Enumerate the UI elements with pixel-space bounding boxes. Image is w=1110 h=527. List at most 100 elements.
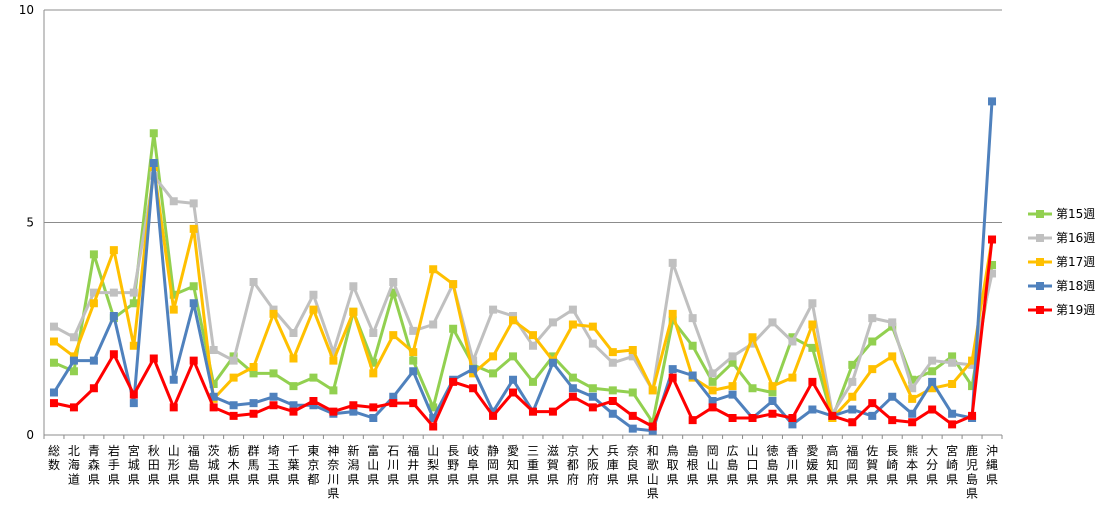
series-0-point-25 bbox=[548, 352, 557, 361]
series-0-point-23 bbox=[509, 352, 518, 361]
series-1-point-26 bbox=[568, 305, 577, 314]
series-0-point-14 bbox=[329, 386, 338, 395]
legend-label-2: 第17週 bbox=[1056, 255, 1095, 269]
x-tick-label-28: 兵庫県 bbox=[607, 444, 619, 486]
series-0-point-24 bbox=[528, 377, 537, 386]
x-tick-label-35: 山口県 bbox=[747, 444, 759, 486]
series-0-point-27 bbox=[588, 384, 597, 393]
series-4-point-11 bbox=[269, 401, 278, 410]
series-1-point-43 bbox=[908, 384, 917, 393]
series-1-point-7 bbox=[189, 199, 198, 208]
series-0-point-7 bbox=[189, 282, 198, 291]
series-0-point-38 bbox=[808, 343, 817, 352]
series-1-point-32 bbox=[688, 314, 697, 323]
series-4-point-2 bbox=[89, 384, 98, 393]
x-tick-label-10: 群馬県 bbox=[248, 444, 260, 486]
series-2-point-42 bbox=[888, 352, 897, 361]
legend-marker-1 bbox=[1036, 234, 1044, 242]
series-3-point-22 bbox=[489, 407, 498, 416]
y-tick-label-1: 5 bbox=[26, 216, 34, 230]
series-4-point-17 bbox=[389, 399, 398, 408]
series-2-point-9 bbox=[229, 373, 238, 382]
x-tick-label-45: 宮崎県 bbox=[946, 443, 958, 486]
series-4-point-39 bbox=[828, 411, 837, 420]
x-tick-label-38: 愛媛県 bbox=[806, 444, 818, 486]
series-0-point-8 bbox=[209, 380, 218, 388]
series-4-point-27 bbox=[588, 403, 597, 412]
x-tick-label-37: 香川県 bbox=[786, 444, 798, 486]
series-0-point-36 bbox=[768, 388, 777, 397]
series-3-point-4 bbox=[129, 399, 138, 408]
series-2-point-26 bbox=[568, 320, 577, 329]
series-2-point-30 bbox=[648, 386, 657, 395]
series-0-point-33 bbox=[708, 377, 717, 386]
series-1-point-21 bbox=[469, 356, 478, 365]
series-0-point-29 bbox=[628, 388, 637, 397]
series-4-point-31 bbox=[668, 373, 677, 382]
x-tick-label-5: 秋田県 bbox=[148, 444, 160, 486]
y-tick-label-2: 10 bbox=[19, 3, 34, 17]
series-3-point-16 bbox=[369, 414, 378, 422]
series-1-point-1 bbox=[69, 333, 78, 342]
series-4-point-1 bbox=[69, 403, 78, 412]
series-3-point-44 bbox=[928, 377, 937, 386]
series-0-point-18 bbox=[409, 356, 418, 365]
series-0-point-0 bbox=[49, 358, 58, 367]
series-3-point-21 bbox=[469, 365, 478, 374]
series-3-point-18 bbox=[409, 367, 418, 376]
series-2-point-2 bbox=[89, 299, 98, 308]
series-4-point-35 bbox=[748, 414, 757, 422]
series-3-point-2 bbox=[89, 356, 98, 365]
series-0-point-30 bbox=[648, 418, 657, 427]
series-1-point-33 bbox=[708, 369, 717, 378]
x-tick-label-40: 福岡県 bbox=[846, 443, 858, 486]
series-3-point-10 bbox=[249, 399, 258, 408]
series-4-point-23 bbox=[509, 388, 518, 397]
series-2-point-34 bbox=[728, 382, 737, 391]
series-1-point-27 bbox=[588, 339, 597, 348]
x-tick-label-15: 新潟県 bbox=[347, 443, 359, 486]
series-1-point-40 bbox=[848, 377, 857, 386]
series-1-point-45 bbox=[948, 358, 957, 367]
series-1-point-25 bbox=[548, 318, 557, 327]
x-tick-label-16: 富山県 bbox=[367, 443, 379, 486]
series-2-point-33 bbox=[708, 386, 717, 395]
series-1-point-31 bbox=[668, 258, 677, 267]
x-tick-label-12: 千葉県 bbox=[287, 444, 299, 486]
series-0-point-21 bbox=[469, 360, 478, 369]
series-3-point-29 bbox=[628, 424, 637, 433]
series-2-point-45 bbox=[948, 380, 957, 388]
series-0-point-13 bbox=[309, 373, 318, 382]
series-2-point-31 bbox=[668, 309, 677, 318]
x-tick-label-26: 京都府 bbox=[567, 444, 579, 486]
x-tick-label-24: 三重県 bbox=[527, 444, 539, 486]
series-2-point-12 bbox=[289, 354, 298, 363]
x-tick-label-19: 山梨県 bbox=[427, 444, 439, 486]
x-tick-label-29: 奈良県 bbox=[627, 444, 639, 486]
series-2-point-16 bbox=[369, 369, 378, 378]
series-3-point-34 bbox=[728, 390, 737, 399]
series-3-point-42 bbox=[888, 392, 897, 401]
series-3-point-25 bbox=[548, 358, 557, 367]
series-0-point-43 bbox=[908, 375, 917, 384]
series-3-point-27 bbox=[588, 392, 597, 401]
x-tick-label-41: 佐賀県 bbox=[866, 444, 878, 486]
series-4-point-38 bbox=[808, 377, 817, 386]
series-2-point-13 bbox=[309, 305, 318, 314]
x-tick-label-21: 岐阜県 bbox=[467, 444, 479, 486]
legend-marker-2 bbox=[1036, 258, 1044, 266]
series-0-point-5 bbox=[149, 129, 158, 138]
series-1-point-41 bbox=[868, 314, 877, 323]
x-tick-label-34: 広島県 bbox=[727, 444, 739, 486]
series-4-point-13 bbox=[309, 397, 318, 405]
series-1-point-17 bbox=[389, 278, 398, 286]
series-1-point-46 bbox=[968, 360, 977, 369]
legend-marker-4 bbox=[1036, 306, 1044, 314]
x-tick-label-47: 沖縄県 bbox=[986, 444, 998, 486]
x-tick-label-36: 徳島県 bbox=[766, 443, 778, 486]
series-3-point-23 bbox=[509, 375, 518, 384]
series-4-point-24 bbox=[528, 407, 537, 416]
series-4-point-0 bbox=[49, 399, 58, 408]
x-tick-label-39: 高知県 bbox=[826, 443, 838, 486]
